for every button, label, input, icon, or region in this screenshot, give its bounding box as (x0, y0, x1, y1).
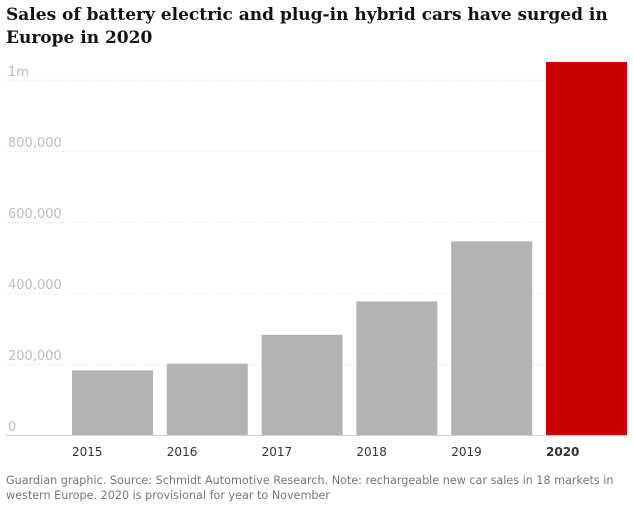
y-tick-label: 0 (8, 420, 16, 435)
x-axis-labels: 2015 2016 2017 2018 2019 2020 (72, 445, 579, 459)
bar-layer (72, 62, 627, 435)
bar-2015 (72, 370, 153, 435)
x-tick-label-2015: 2015 (72, 445, 103, 459)
x-tick-label-2016: 2016 (167, 445, 198, 459)
x-tick-label-2020: 2020 (546, 445, 579, 459)
grid-layer (6, 79, 627, 436)
source-footnote: Guardian graphic. Source: Schmidt Automo… (6, 474, 614, 502)
x-tick-label-2017: 2017 (262, 445, 293, 459)
x-tick-label-2019: 2019 (451, 445, 482, 459)
bar-chart: 0 200,000 400,000 600,000 800,000 1m 2015 2016… (6, 62, 627, 459)
y-axis-labels: 0 200,000 400,000 600,000 800,000 1m (8, 65, 62, 435)
x-tick-label-2018: 2018 (356, 445, 387, 459)
y-tick-label: 600,000 (8, 207, 62, 222)
y-tick-label: 400,000 (8, 278, 62, 293)
bar-2020 (546, 62, 627, 435)
y-tick-label: 800,000 (8, 136, 62, 151)
y-tick-label: 200,000 (8, 349, 62, 364)
bar-2017 (261, 334, 343, 435)
bar-2016 (166, 363, 248, 435)
bar-2019 (451, 241, 533, 435)
y-tick-label: 1m (8, 65, 29, 80)
chart-title: Sales of battery electric and plug-in hy… (6, 5, 608, 48)
bar-2018 (356, 301, 438, 435)
